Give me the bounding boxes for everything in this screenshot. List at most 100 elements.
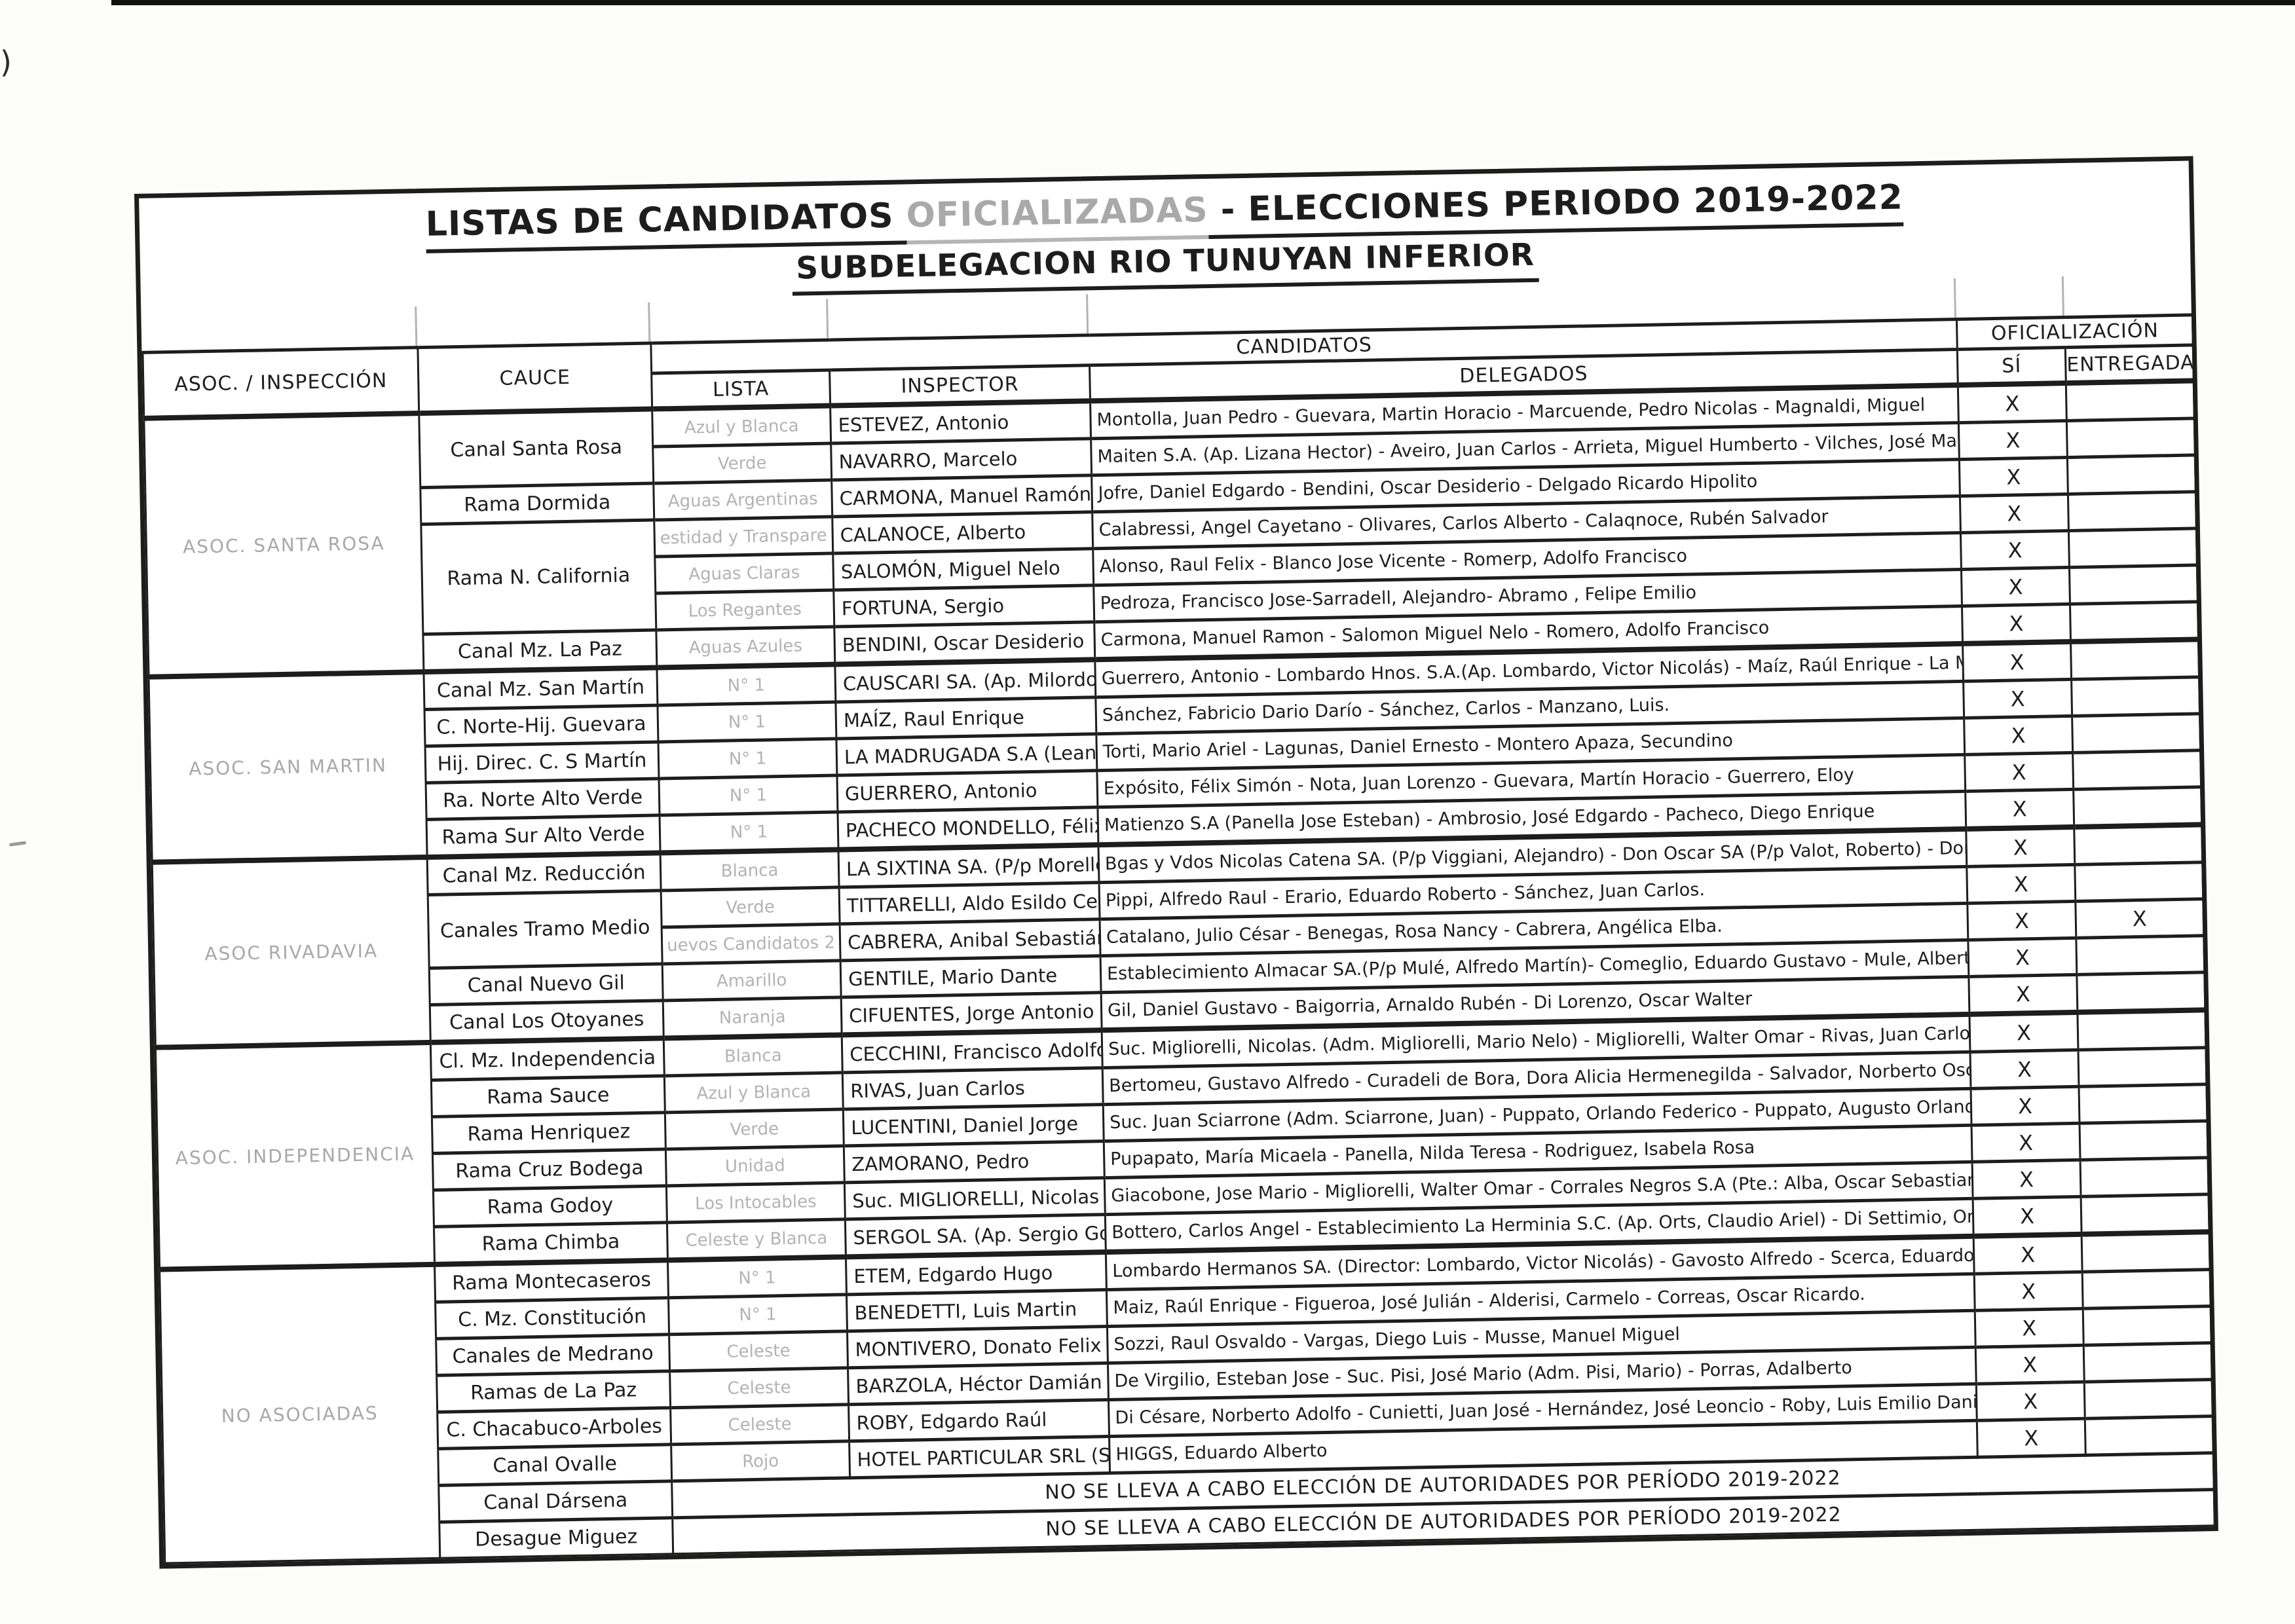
cell-si: X	[1971, 1086, 2080, 1126]
cell-si: X	[1960, 530, 2070, 570]
cell-si: X	[1969, 1050, 2079, 1089]
cell-si: X	[1975, 1308, 2084, 1348]
cell-lista: Blanca	[660, 849, 840, 891]
cell-lista: Aguas Argentinas	[653, 480, 832, 521]
cell-entregadas	[2070, 601, 2199, 642]
cell-lista: Azul y Blanca	[652, 405, 831, 447]
cell-cauce: Canales de Medrano	[436, 1334, 670, 1376]
cell-inspector: CECCHINI, Francisco Adolfo	[842, 1030, 1103, 1073]
cell-si: X	[1969, 1012, 2078, 1052]
cell-entregadas	[2078, 1084, 2207, 1124]
cell-inspector: BENDINI, Oscar Desiderio	[834, 621, 1095, 665]
cell-entregadas	[2067, 454, 2196, 494]
cell-lista: Verde	[661, 887, 840, 927]
cell-cauce: Canal Mz. San Martín	[423, 667, 658, 710]
cell-si: X	[1973, 1196, 2082, 1236]
cell-cauce: Ramas de La Paz	[436, 1371, 671, 1412]
cell-cauce: Canal Santa Rosa	[419, 409, 654, 488]
cell-si: X	[1971, 1123, 2081, 1162]
cell-inspector: PACHECO MONDELLO, Félix B	[837, 807, 1098, 850]
cell-inspector: GUERRERO, Antonio	[836, 770, 1098, 812]
group-label: ASOC. SANTA ROSA	[143, 413, 424, 677]
cell-lista: Verde	[665, 1109, 844, 1149]
cell-inspector: GENTILE, Mario Dante	[840, 955, 1102, 997]
cell-inspector: MAÍZ, Raul Enrique	[835, 697, 1096, 739]
cell-lista: Unidad	[665, 1145, 845, 1186]
cell-inspector: TITTARELLI, Aldo Esildo Cesa	[839, 882, 1100, 924]
cell-inspector: ETEM, Edgardo Hugo	[846, 1252, 1107, 1295]
cell-entregadas	[2080, 1157, 2209, 1197]
candidates-table: ASOC. / INSPECCIÓN CAUCE CANDIDATOS OFIC…	[141, 313, 2215, 1564]
cell-lista: Amarillo	[662, 960, 842, 1001]
cell-lista: Aguas Claras	[654, 553, 834, 594]
column-stub-line	[415, 306, 418, 346]
cell-cauce: Rama Dormida	[420, 483, 654, 525]
cell-cauce: Canal Dársena	[438, 1481, 673, 1522]
cell-entregadas	[2082, 1269, 2211, 1309]
cell-lista: Celeste	[669, 1331, 848, 1371]
cell-cauce: Cl. Mz. Independencia	[430, 1038, 665, 1080]
cell-inspector: CIFUENTES, Jorge Antonio	[841, 992, 1102, 1035]
cell-si: X	[1972, 1160, 2081, 1199]
cell-lista: Azul y Blanca	[664, 1072, 844, 1113]
cell-inspector: LA SIXTINA SA. (P/p Morello	[838, 845, 1100, 887]
cell-inspector: CALANOCE, Alberto	[832, 511, 1093, 554]
cell-entregadas	[2080, 1120, 2209, 1160]
page-subtitle: SUBDELEGACION RIO TUNUYAN INFERIOR	[791, 236, 1539, 296]
cell-entregadas	[2074, 862, 2203, 902]
cell-inspector: SALOMÓN, Miguel Nelo	[832, 548, 1094, 591]
group-label: NO ASOCIADAS	[159, 1264, 440, 1563]
cell-inspector: LUCENTINI, Daniel Jorge	[843, 1104, 1104, 1146]
cell-cauce: Canal Mz. Reducción	[427, 853, 662, 895]
cell-lista: N° 1	[668, 1294, 848, 1335]
cell-cauce: Rama Henriquez	[432, 1112, 666, 1154]
cell-lista: estidad y Transpare	[654, 517, 833, 557]
cell-si: X	[1968, 974, 2078, 1014]
cell-inspector: SERGOL SA. (Ap. Sergio Goga	[845, 1214, 1106, 1257]
cell-si: X	[1962, 641, 2072, 682]
cell-entregadas	[2066, 380, 2195, 421]
cell-si: X	[1958, 383, 2067, 423]
cell-entregadas	[2068, 528, 2197, 568]
cell-cauce: Rama Cruz Bodega	[432, 1149, 667, 1190]
cell-cauce: Ra. Norte Alto Verde	[426, 778, 660, 820]
cell-inspector: NAVARRO, Marcelo	[830, 438, 1092, 481]
cell-cauce: Canal Los Otoyanes	[430, 1000, 664, 1043]
column-stub-line	[2061, 276, 2064, 316]
cell-inspector: MONTIVERO, Donato Felix	[847, 1326, 1108, 1368]
column-stub-line	[1953, 278, 1956, 318]
cell-lista: uevos Candidatos 2	[662, 923, 841, 964]
cell-lista: Aguas Azules	[656, 627, 835, 668]
cell-cauce: Desague Miguez	[439, 1517, 673, 1559]
cell-inspector: Suc. MIGLIORELLI, Nicolas (A	[844, 1177, 1106, 1219]
cell-entregadas: X	[2075, 898, 2204, 938]
cell-si: X	[1966, 826, 2075, 867]
col-header-entregadas: ENTREGADAS	[2065, 344, 2194, 384]
cell-si: X	[1967, 901, 2076, 940]
cell-entregadas	[2078, 1047, 2207, 1087]
column-stub-line	[648, 302, 651, 342]
cell-cauce: C. Chacabuco-Arboles	[437, 1407, 671, 1449]
cell-cauce: Rama N. California	[420, 520, 656, 635]
cell-lista: Celeste	[669, 1367, 849, 1408]
cell-si: X	[1966, 864, 2076, 904]
cell-inspector: ZAMORANO, Pedro	[844, 1141, 1105, 1183]
cell-entregadas	[2069, 564, 2198, 604]
cell-entregadas	[2076, 972, 2205, 1012]
cell-entregadas	[2084, 1379, 2213, 1419]
cell-lista: N° 1	[660, 811, 839, 853]
cell-lista: N° 1	[657, 702, 836, 742]
cell-cauce: Rama Montecaseros	[434, 1260, 669, 1302]
cell-inspector: CAUSCARI SA. (Ap. Milordo,	[834, 659, 1096, 703]
cell-lista: Celeste	[670, 1404, 849, 1445]
col-header-cauce: CAUCE	[417, 343, 652, 414]
cell-inspector: FORTUNA, Sergio	[833, 585, 1094, 627]
cell-cauce: Rama Sauce	[431, 1075, 665, 1117]
cell-entregadas	[2072, 750, 2201, 790]
cell-lista: Celeste y Blanca	[667, 1219, 846, 1261]
cell-inspector: ESTEVEZ, Antonio	[830, 401, 1091, 444]
cell-si: X	[1965, 789, 2074, 829]
cell-inspector: CARMONA, Manuel Ramón	[831, 475, 1092, 517]
cell-inspector: HOTEL PARTICULAR SRL (So	[849, 1436, 1110, 1478]
cell-lista: N° 1	[658, 738, 837, 779]
